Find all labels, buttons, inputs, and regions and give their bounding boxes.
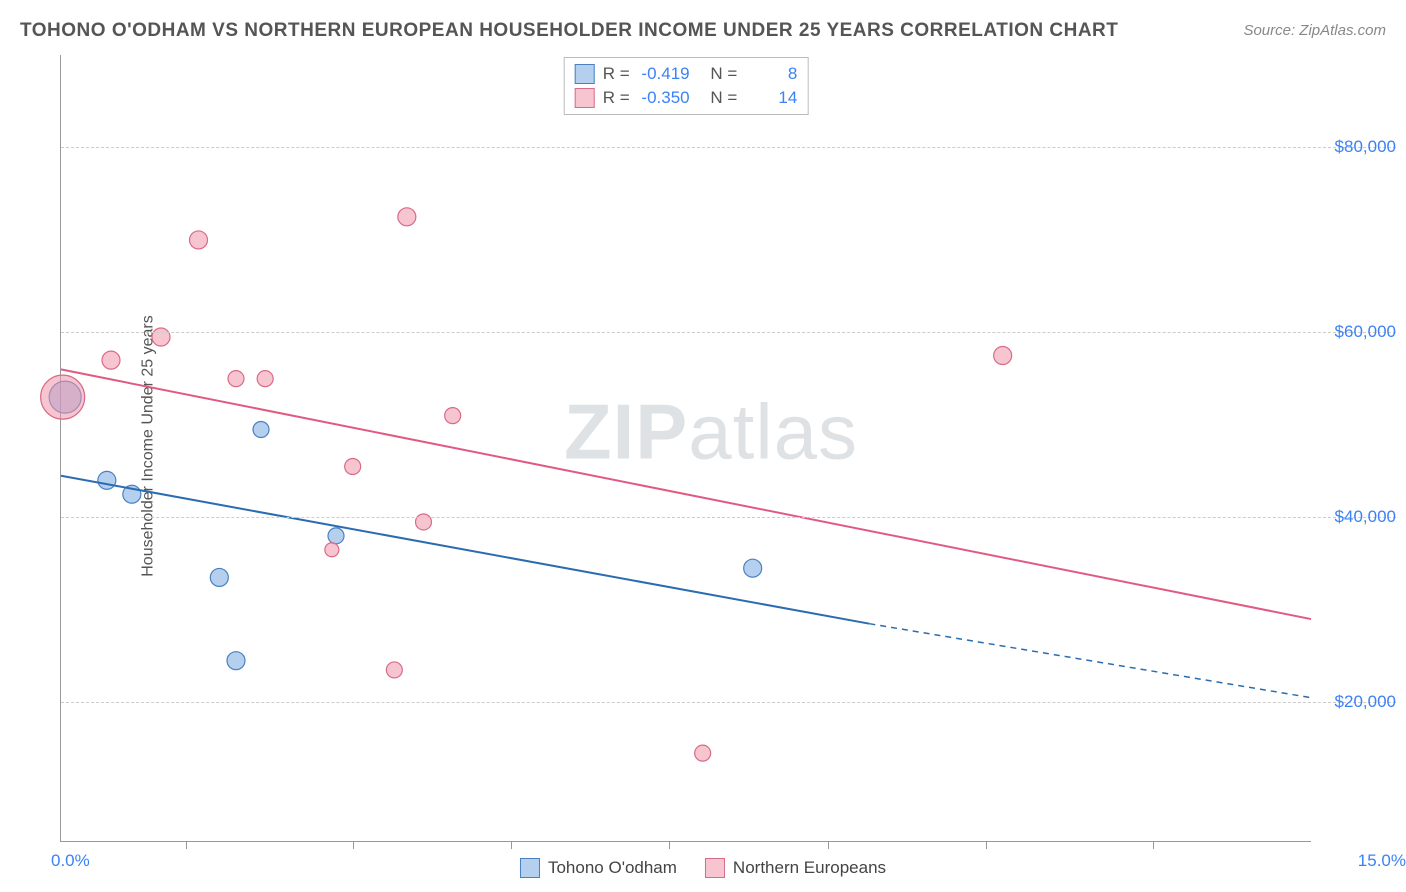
plot-svg <box>61 55 1311 841</box>
swatch-icon <box>705 858 725 878</box>
data-point <box>386 662 402 678</box>
data-point <box>994 347 1012 365</box>
x-axis-min: 0.0% <box>51 851 90 871</box>
data-point <box>695 745 711 761</box>
data-point <box>41 375 85 419</box>
data-point <box>98 471 116 489</box>
x-tick <box>828 841 829 849</box>
data-point <box>328 528 344 544</box>
plot-area: ZIPatlas R = -0.419 N = 8 R = -0.350 N =… <box>60 55 1311 842</box>
data-point <box>325 543 339 557</box>
y-tick-label: $20,000 <box>1316 692 1396 712</box>
legend-series: Tohono O'odham Northern Europeans <box>520 858 886 878</box>
data-point <box>398 208 416 226</box>
data-point <box>253 422 269 438</box>
x-axis-max: 15.0% <box>1358 851 1406 871</box>
x-tick <box>986 841 987 849</box>
x-tick <box>1153 841 1154 849</box>
data-point <box>257 371 273 387</box>
regression-line <box>61 476 869 624</box>
chart-title: TOHONO O'ODHAM VS NORTHERN EUROPEAN HOUS… <box>20 20 1118 42</box>
data-point <box>102 351 120 369</box>
legend-item: Northern Europeans <box>705 858 886 878</box>
data-point <box>228 371 244 387</box>
legend-label: Northern Europeans <box>733 858 886 878</box>
data-point <box>152 328 170 346</box>
data-point <box>210 568 228 586</box>
chart-source: Source: ZipAtlas.com <box>1243 22 1386 39</box>
data-point <box>744 559 762 577</box>
data-point <box>227 652 245 670</box>
grid-line <box>61 332 1396 333</box>
data-point <box>190 231 208 249</box>
x-tick <box>511 841 512 849</box>
y-tick-label: $80,000 <box>1316 137 1396 157</box>
grid-line <box>61 702 1396 703</box>
grid-line <box>61 517 1396 518</box>
regression-line-extension <box>869 624 1311 698</box>
x-tick <box>186 841 187 849</box>
data-point <box>345 458 361 474</box>
y-tick-label: $40,000 <box>1316 507 1396 527</box>
x-tick <box>669 841 670 849</box>
grid-line <box>61 147 1396 148</box>
regression-line <box>61 369 1311 619</box>
x-tick <box>353 841 354 849</box>
swatch-icon <box>520 858 540 878</box>
y-tick-label: $60,000 <box>1316 322 1396 342</box>
legend-label: Tohono O'odham <box>548 858 677 878</box>
chart-container: TOHONO O'ODHAM VS NORTHERN EUROPEAN HOUS… <box>0 0 1406 892</box>
legend-item: Tohono O'odham <box>520 858 677 878</box>
data-point <box>445 408 461 424</box>
